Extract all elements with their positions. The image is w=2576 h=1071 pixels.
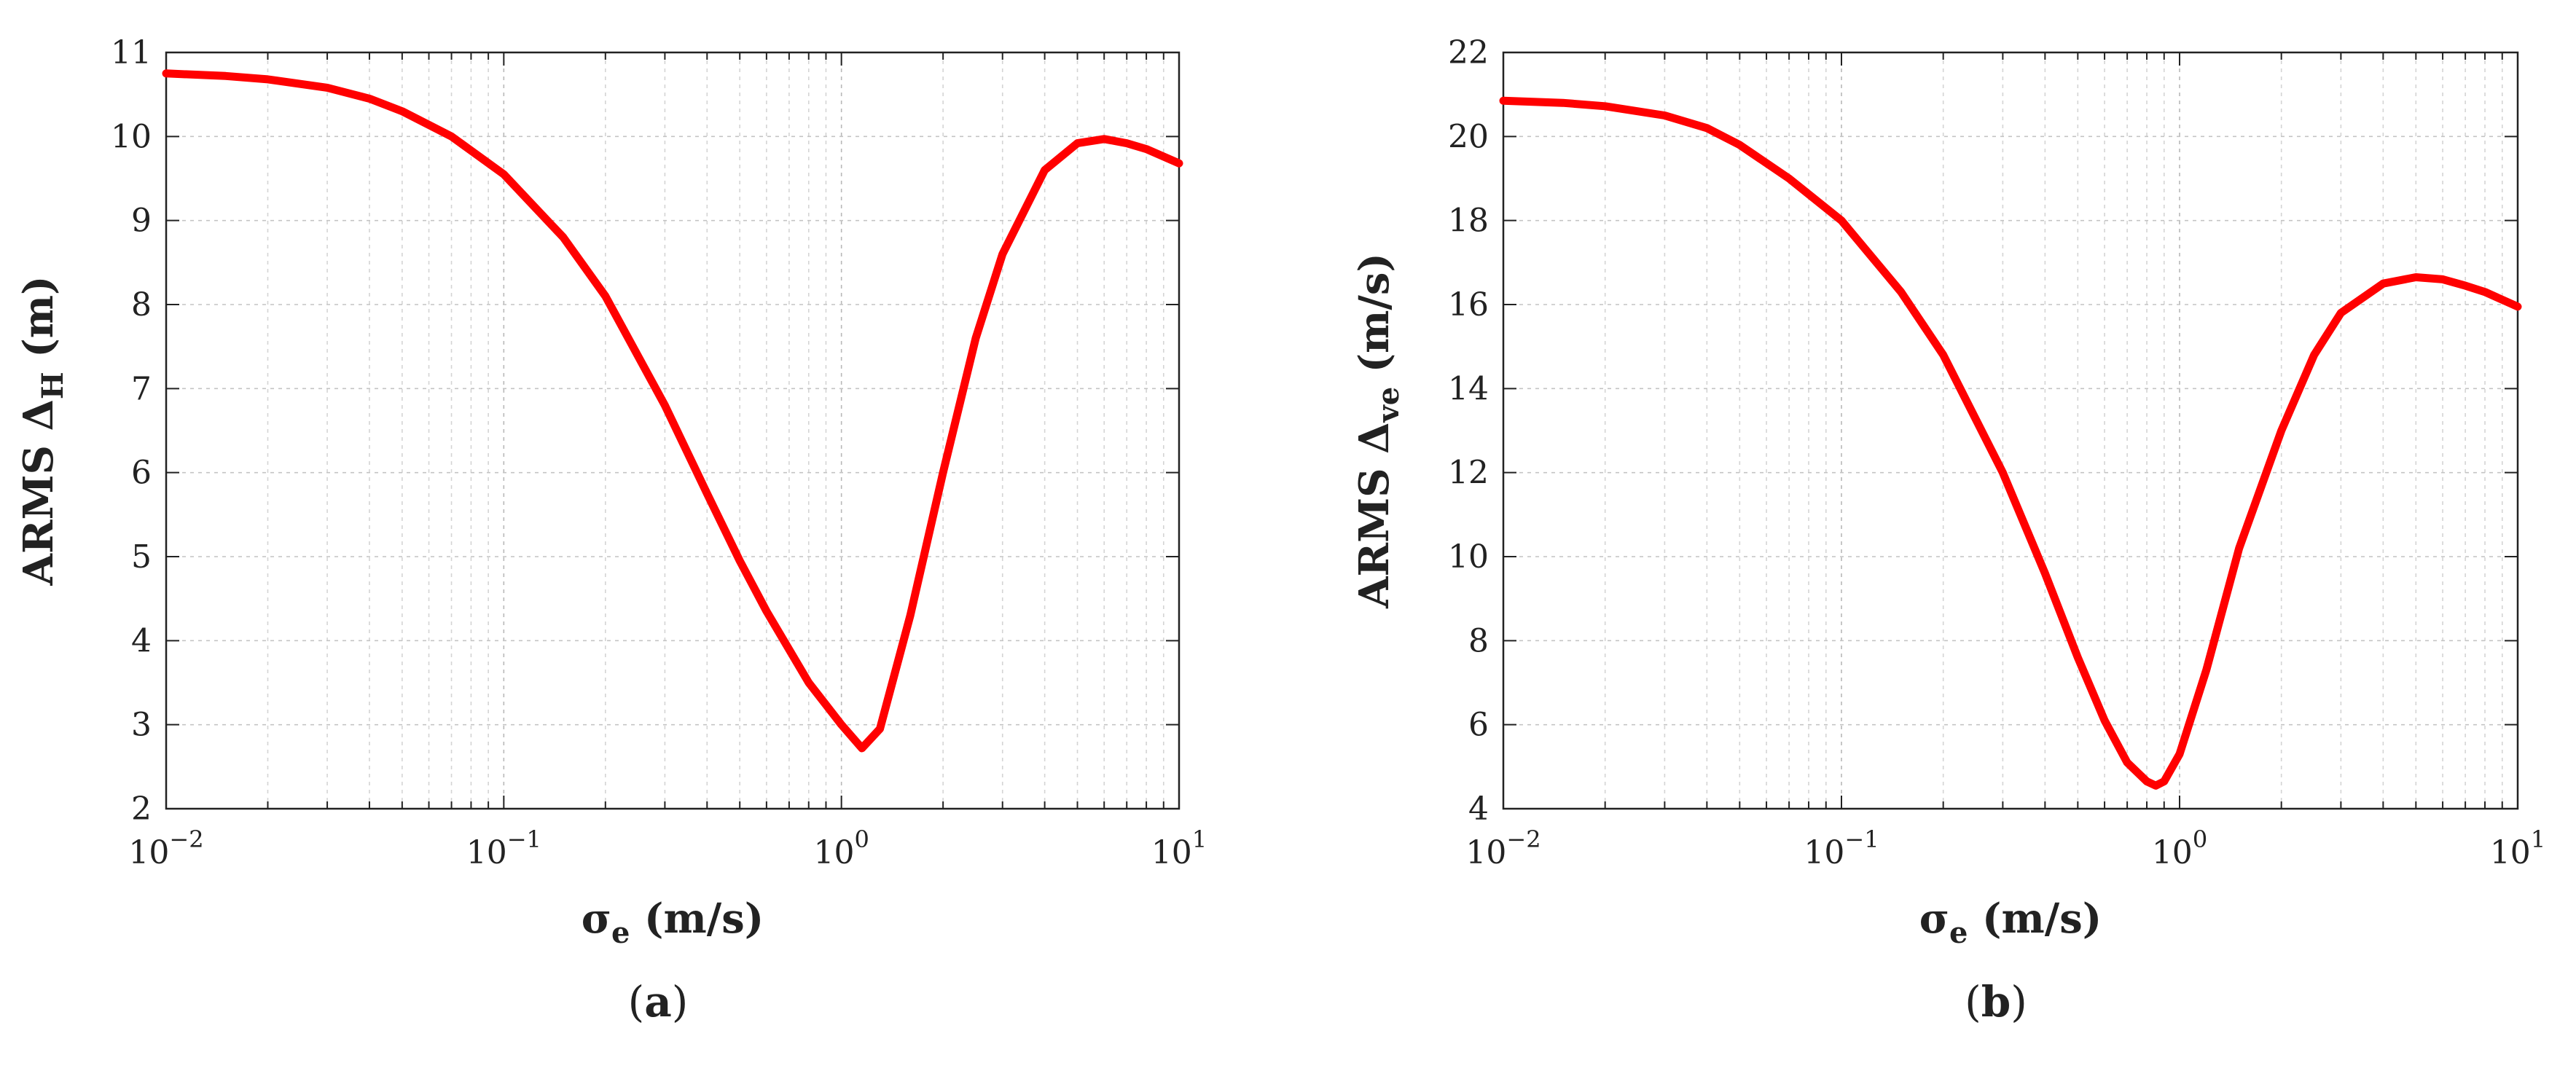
panel-b-plot-frame [1502,51,2519,810]
y-tick-label: 18 [1448,203,1489,240]
y-tick-label: 20 [1448,118,1489,155]
panel-a-plot-frame [165,51,1181,810]
panel-b-chart: 10−2 10−1 100 101 4 6 8 10 12 14 16 18 20 22 σe (m/s… [1350,34,2545,1027]
y-tick-label: 4 [131,622,152,659]
panel-b-y-tick-labels: 4 6 8 10 12 14 16 18 20 22 [1448,34,1489,828]
panel-a-caption-close: ) [672,977,689,1027]
y-tick-label: 4 [1468,790,1489,828]
panel-b-tick-marks [1503,52,2518,809]
y-tick-label: 8 [1468,622,1489,659]
panel-b-ylabel-sub: ve [1371,387,1406,423]
y-tick-label: 5 [131,538,152,576]
panel-b-caption-label: (b) [1965,977,2027,1027]
y-tick-label: 12 [1448,455,1489,492]
panel-b-caption-letter: b [1981,977,2011,1027]
panel-a-y-axis-label: ARMS ΔH (m) [15,276,70,586]
panel-a-y-tick-labels: 2 3 4 5 6 7 8 9 10 11 [111,34,152,828]
panel-a-ylabel-sub: H [36,372,70,399]
panel-b-caption-open: ( [1965,977,1981,1027]
y-tick-label: 8 [131,286,152,323]
panel-b-caption-close: ) [2011,977,2027,1027]
y-tick-label: 14 [1448,370,1489,407]
y-tick-label: 9 [131,203,152,240]
panel-a-caption-letter: a [644,977,672,1027]
y-tick-label: 6 [1468,707,1489,744]
panel-a-tick-marks [165,52,1179,809]
panel-b-ylabel-rest: (m/s) [1350,253,1398,387]
y-tick-label: 16 [1448,286,1489,323]
panel-b-series-line [1499,96,2522,790]
x-tick-label: 100 [813,825,869,871]
panel-b-xlabel-rest: (m/s) [1968,895,2102,943]
x-tick-label: 10−1 [466,825,541,871]
x-tick-label: 10−2 [128,825,203,871]
y-tick-label: 6 [131,455,152,492]
panel-a-x-axis-label: σe (m/s) [582,895,764,950]
panel-a-ylabel-rest: (m) [15,276,63,372]
panel-b-x-axis-label: σe (m/s) [1919,895,2102,950]
y-tick-label: 11 [111,34,152,71]
panel-a-caption-label: (a) [628,977,689,1027]
panel-b-y-axis-label: ARMS Δve (m/s) [1350,253,1406,609]
x-tick-label: 101 [2490,825,2545,871]
panel-a-x-tick-labels: 10−2 10−1 100 101 [128,825,1207,871]
y-tick-label: 10 [1448,538,1489,576]
panel-a-grid [165,52,1179,809]
panel-a-xlabel-rest: (m/s) [630,895,764,943]
panel-b-ylabel-main: ARMS Δ [1350,423,1398,609]
y-tick-label: 10 [111,118,152,155]
panel-a-caption-open: ( [628,977,645,1027]
y-tick-label: 7 [131,370,152,407]
panel-a-xlabel-sub: e [611,916,630,950]
y-tick-label: 3 [131,707,152,744]
panel-a-chart: 10−2 10−1 100 101 2 3 4 5 6 7 8 9 10 11 σe (m/s) ARM… [15,34,1207,1027]
y-tick-label: 2 [131,790,152,828]
panel-a-xlabel-main: σ [582,895,611,943]
panel-b-xlabel-sub: e [1949,916,1968,950]
x-tick-label: 10−2 [1465,825,1540,871]
panel-a-ylabel-main: ARMS Δ [15,399,63,586]
x-tick-label: 101 [1151,825,1207,871]
x-tick-label: 100 [2152,825,2207,871]
panel-b-xlabel-main: σ [1919,895,1949,943]
x-tick-label: 10−1 [1804,825,1879,871]
panel-b-x-tick-labels: 10−2 10−1 100 101 [1465,825,2545,871]
panel-b-grid [1503,52,2518,809]
panel-a-series-line [162,69,1183,753]
y-tick-label: 22 [1448,34,1489,71]
